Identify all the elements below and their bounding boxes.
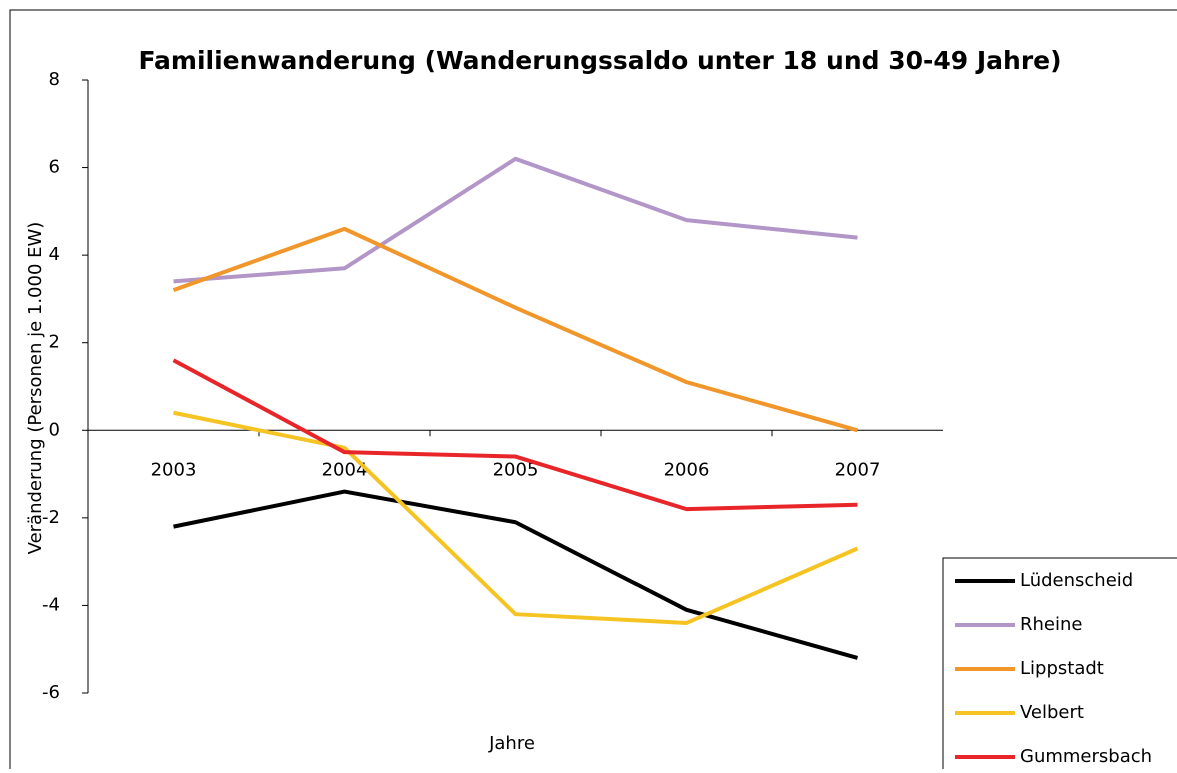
legend-label: Lüdenscheid — [1020, 570, 1133, 591]
x-tick-label: 2004 — [322, 459, 368, 480]
x-tick-label: 2003 — [151, 459, 197, 480]
y-tick-label: -6 — [42, 682, 60, 703]
x-axis-title: Jahre — [488, 733, 535, 754]
y-tick-label: 2 — [49, 332, 60, 353]
legend-label: Lippstadt — [1020, 658, 1104, 679]
x-tick-label: 2005 — [493, 459, 539, 480]
y-tick-label: -4 — [42, 594, 60, 615]
y-tick-label: 6 — [49, 157, 60, 178]
series-line — [173, 156, 858, 284]
x-tick-label: 2006 — [664, 459, 710, 480]
chart-title: Familienwanderung (Wanderungssaldo unter… — [138, 46, 1061, 75]
legend-box — [942, 557, 1177, 773]
y-tick-label: 4 — [49, 244, 60, 265]
series-line — [172, 358, 858, 512]
series-line — [173, 410, 859, 625]
legend-label: Velbert — [1020, 702, 1084, 723]
series-line — [173, 489, 859, 660]
legend-label: Gummersbach — [1020, 746, 1152, 767]
y-tick-label: -2 — [42, 507, 60, 528]
series-line — [172, 226, 859, 433]
y-tick-label: 0 — [49, 419, 60, 440]
y-axis-title: Veränderung (Personen je 1.000 EW) — [25, 222, 46, 555]
legend-label: Rheine — [1020, 614, 1082, 635]
x-tick-label: 2007 — [835, 459, 881, 480]
y-tick-label: 8 — [49, 69, 60, 90]
